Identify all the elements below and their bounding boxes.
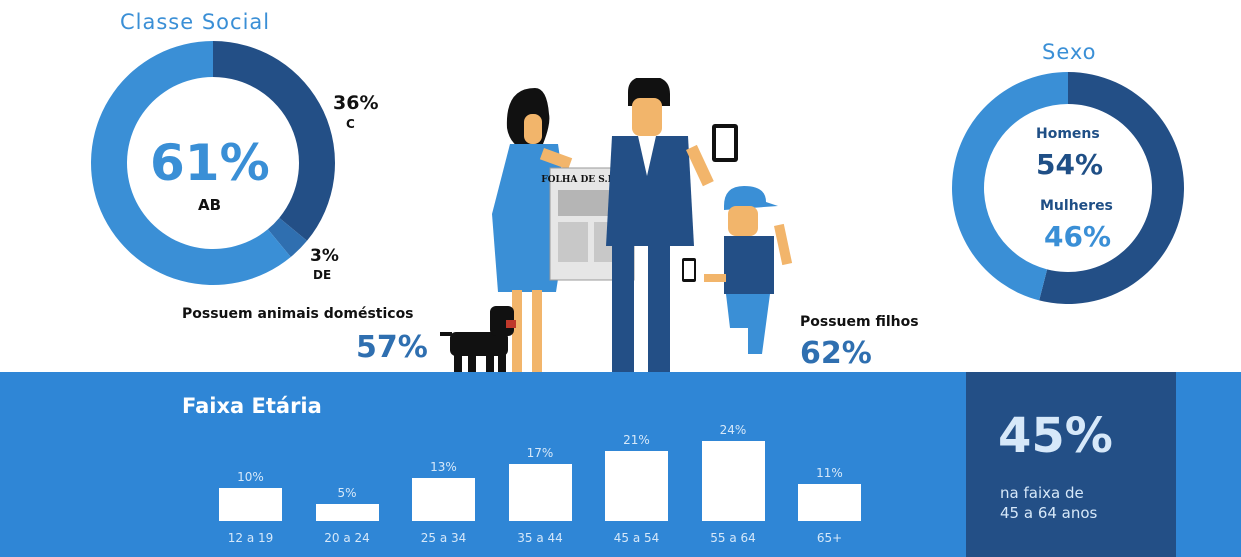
age-bar — [315, 504, 379, 521]
age-bar-category: 25 a 34 — [420, 531, 467, 545]
age-bar — [605, 451, 668, 521]
age-bar-value: 21% — [623, 433, 650, 447]
donut-slice-c — [213, 41, 335, 241]
age-bar — [798, 484, 861, 521]
classe-social-donut — [90, 41, 335, 285]
age-bar-category: 55 a 64 — [710, 531, 756, 545]
mulheres-label: Mulheres — [1040, 198, 1113, 214]
highlight-value: 45% — [998, 408, 1113, 464]
filhos-label: Possuem filhos — [800, 314, 919, 330]
ab-value: 61% — [150, 134, 270, 192]
animais-value: 57% — [356, 330, 428, 365]
age-bar-category: 65+ — [816, 531, 843, 545]
c-value: 36% — [333, 92, 379, 114]
age-bar — [508, 464, 572, 521]
mulheres-value: 46% — [1044, 220, 1112, 253]
filhos-value: 62% — [800, 336, 872, 371]
age-bar-value: 24% — [719, 423, 747, 437]
family-illustration: FOLHA DE S.PAULO — [440, 78, 793, 388]
highlight-panel — [966, 372, 1176, 557]
age-bar — [701, 441, 765, 521]
classe-social-title: Classe Social — [120, 10, 271, 34]
age-bar-category: 12 a 19 — [227, 531, 274, 545]
faixa-etaria-title: Faixa Etária — [182, 394, 322, 418]
age-bar — [219, 487, 282, 521]
c-label: C — [346, 117, 355, 131]
man-figure — [606, 78, 738, 386]
sexo-title: Sexo — [1042, 40, 1097, 64]
animais-label: Possuem animais domésticos — [182, 306, 414, 322]
newspaper-title: FOLHA DE S.PAULO — [541, 175, 643, 185]
age-bar-value: 5% — [337, 486, 357, 501]
age-bar-value: 17% — [526, 446, 554, 461]
age-bar-value: 10% — [237, 469, 264, 484]
de-value: 3% — [310, 246, 339, 266]
sexo-donut — [952, 72, 1184, 304]
age-bar-category: 35 a 44 — [517, 531, 563, 545]
donut-slice-de — [267, 217, 308, 258]
de-label: DE — [313, 268, 332, 282]
age-bar — [412, 477, 475, 521]
age-bar-value: 11% — [816, 466, 843, 481]
donut-slice-mulheres — [952, 72, 1068, 301]
donut-slice-homens — [1039, 72, 1184, 304]
highlight-line1: na faixa de — [1000, 484, 1084, 502]
dog-figure — [440, 306, 516, 388]
woman-figure — [492, 88, 573, 382]
homens-value: 54% — [1036, 148, 1104, 181]
age-bar-category: 20 a 24 — [324, 531, 370, 545]
age-bar-value: 13% — [430, 459, 457, 474]
age-bar-category: 45 a 54 — [613, 531, 660, 545]
ab-label: AB — [198, 196, 222, 214]
homens-label: Homens — [1036, 126, 1100, 142]
donut-slice-ab — [90, 41, 291, 285]
highlight-line2: 45 a 64 anos — [1000, 504, 1098, 522]
